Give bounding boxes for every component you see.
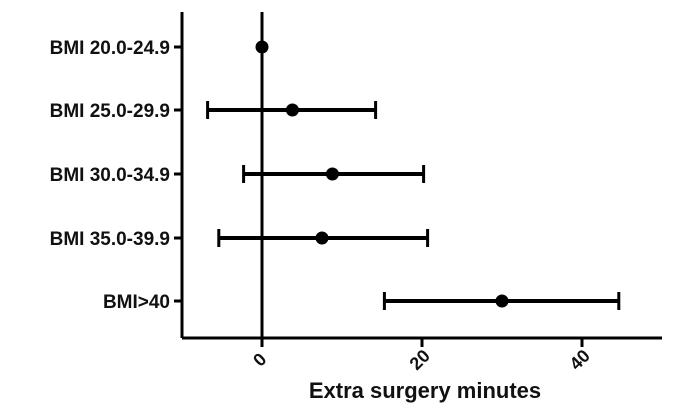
category-label-1: BMI 20.0-24.9: [50, 38, 170, 59]
point-estimate-1: [255, 40, 269, 54]
x-tick-label-40: 40: [566, 346, 594, 374]
point-estimate-4: [315, 231, 329, 245]
point-estimate-5: [495, 294, 509, 308]
category-label-5: BMI>40: [103, 292, 170, 313]
point-estimate-3: [325, 167, 339, 181]
point-estimate-2: [285, 103, 299, 117]
category-label-3: BMI 30.0-34.9: [50, 165, 170, 186]
category-label-4: BMI 35.0-39.9: [50, 229, 170, 250]
category-label-2: BMI 25.0-29.9: [50, 101, 170, 122]
x-tick-label-0: 0: [249, 349, 270, 370]
x-axis-title: Extra surgery minutes: [309, 378, 541, 403]
x-tick-label-20: 20: [406, 346, 434, 374]
